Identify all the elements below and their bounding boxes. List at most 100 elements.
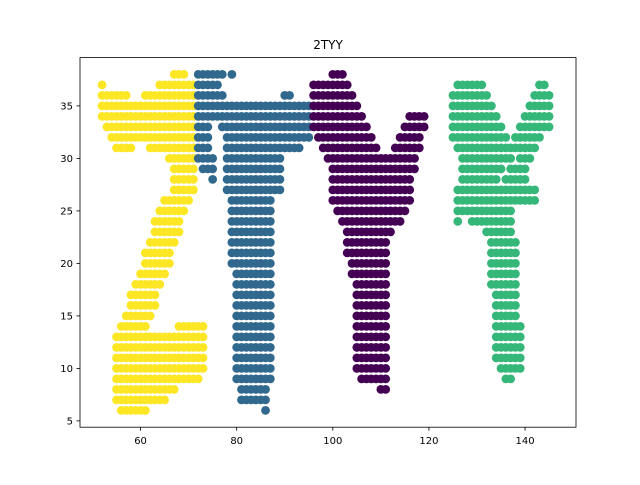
data-point <box>285 91 294 100</box>
data-point <box>535 133 544 142</box>
y-tick-label: 5 <box>67 416 73 427</box>
data-point <box>217 91 227 100</box>
data-point <box>506 206 516 216</box>
data-point <box>203 122 213 132</box>
data-point <box>275 175 285 184</box>
data-point <box>381 290 391 300</box>
data-point <box>381 364 391 373</box>
data-point <box>275 185 285 195</box>
data-point <box>97 80 107 90</box>
data-point <box>265 322 275 331</box>
x-axis-ticks: 60 80 100 120 140 <box>134 427 535 447</box>
y-tick-label: 20 <box>60 259 73 270</box>
data-point <box>198 343 208 352</box>
data-point <box>400 206 410 216</box>
data-point <box>501 133 511 142</box>
data-point <box>386 227 395 237</box>
data-point <box>213 80 222 90</box>
data-point <box>121 91 131 100</box>
data-point <box>169 385 179 394</box>
data-point <box>189 175 198 184</box>
data-point <box>265 290 275 300</box>
data-point <box>265 196 275 205</box>
data-point <box>539 80 549 90</box>
data-point <box>160 395 169 405</box>
data-point <box>511 269 520 279</box>
data-point <box>405 175 415 184</box>
data-point <box>544 101 554 111</box>
data-point <box>193 374 203 384</box>
data-point <box>145 311 155 321</box>
data-point <box>515 322 525 331</box>
data-point <box>265 238 275 247</box>
data-point <box>265 364 275 373</box>
data-point <box>520 164 530 174</box>
data-point <box>342 80 352 90</box>
data-point <box>381 322 391 331</box>
data-point <box>203 143 213 153</box>
x-tick-label: 80 <box>230 436 243 447</box>
data-point <box>150 290 160 300</box>
data-point <box>347 91 357 100</box>
data-point <box>126 143 136 153</box>
data-point <box>381 248 391 258</box>
data-point <box>419 112 429 121</box>
data-point <box>371 143 381 153</box>
data-point <box>208 154 218 163</box>
data-point <box>261 385 270 394</box>
data-point <box>381 269 391 279</box>
data-point <box>381 343 391 352</box>
data-point <box>405 185 415 195</box>
data-point <box>477 80 487 90</box>
data-point <box>544 91 554 100</box>
data-point <box>405 196 415 205</box>
data-point <box>352 101 362 111</box>
data-point <box>198 332 208 342</box>
data-point <box>515 353 525 363</box>
data-point <box>530 143 540 153</box>
data-point <box>169 238 179 247</box>
data-point <box>491 112 501 121</box>
data-point <box>189 185 198 195</box>
data-point <box>165 259 174 268</box>
data-point <box>419 122 429 132</box>
data-point <box>265 259 275 268</box>
data-point <box>261 406 270 415</box>
data-point <box>515 343 525 352</box>
data-point <box>174 227 184 237</box>
data-point <box>530 196 540 205</box>
data-point <box>174 217 184 226</box>
data-point <box>265 217 275 226</box>
data-point <box>511 301 520 310</box>
data-point <box>198 322 208 331</box>
data-point <box>381 374 391 384</box>
data-point <box>265 206 275 216</box>
axes-frame <box>79 57 577 428</box>
y-tick-label: 10 <box>60 364 73 375</box>
data-point <box>179 70 189 79</box>
data-point <box>381 280 391 289</box>
series-2 <box>309 70 429 394</box>
data-point <box>491 175 501 184</box>
chart-title: 2TYY <box>313 38 343 52</box>
data-point <box>338 70 347 79</box>
series-3 <box>448 80 554 384</box>
data-point <box>410 154 419 163</box>
data-point <box>511 280 520 289</box>
data-point <box>265 332 275 342</box>
data-point <box>265 374 275 384</box>
data-point <box>414 143 424 153</box>
data-point <box>453 217 463 226</box>
data-point <box>265 248 275 258</box>
data-point <box>530 185 540 195</box>
data-point <box>511 311 520 321</box>
data-point <box>203 133 213 142</box>
data-point <box>515 364 525 373</box>
y-tick-label: 30 <box>60 154 73 165</box>
data-point <box>506 217 516 226</box>
data-point <box>511 248 520 258</box>
data-point <box>410 164 419 174</box>
